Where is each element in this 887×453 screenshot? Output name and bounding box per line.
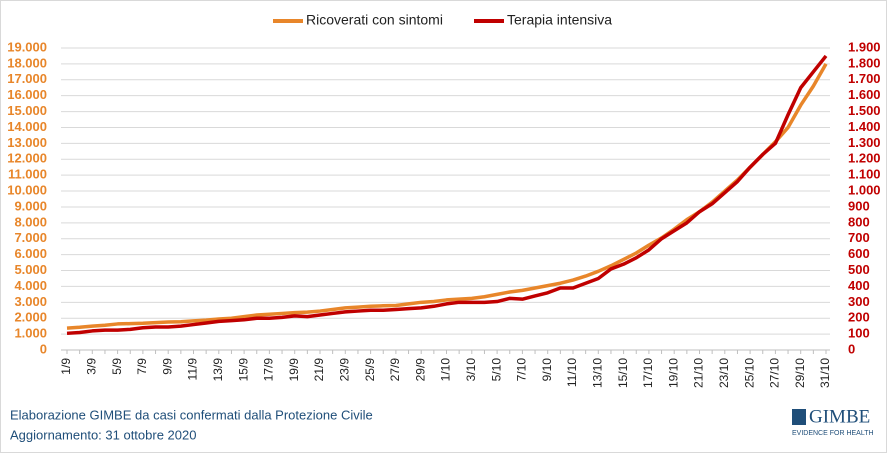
x-tick-label: 15/10 — [616, 358, 630, 388]
x-tick-label: 27/9 — [388, 358, 402, 382]
x-tick-label: 7/9 — [135, 358, 149, 375]
y-tick-label: 12.000 — [7, 151, 47, 166]
x-tick-label: 21/9 — [312, 358, 326, 382]
y-tick-label: 13.000 — [7, 135, 47, 150]
x-tick-label: 31/10 — [818, 358, 832, 388]
x-tick-label: 17/10 — [641, 358, 655, 388]
y2-tick-label: 1.500 — [848, 103, 881, 118]
y2-tick-label: 700 — [848, 230, 870, 245]
x-tick-label: 17/9 — [262, 358, 276, 382]
y2-tick-label: 1.100 — [848, 167, 881, 182]
y-tick-label: 18.000 — [7, 55, 47, 70]
y-tick-label: 2.000 — [14, 310, 47, 325]
y-tick-label: 16.000 — [7, 87, 47, 102]
legend-label: Terapia intensiva — [507, 12, 612, 28]
x-tick-label: 29/10 — [793, 358, 807, 388]
y2-tick-label: 1.000 — [848, 182, 881, 197]
y2-tick-label: 100 — [848, 326, 870, 341]
x-tick-label: 23/10 — [717, 358, 731, 388]
x-tick-label: 1/9 — [59, 358, 73, 375]
x-tick-label: 25/9 — [363, 358, 377, 382]
y2-tick-label: 400 — [848, 278, 870, 293]
x-tick-label: 9/10 — [540, 358, 554, 382]
y-tick-label: 15.000 — [7, 103, 47, 118]
y2-tick-label: 300 — [848, 294, 870, 309]
logo: GIMBE EVIDENCE FOR HEALTH — [792, 406, 874, 437]
x-tick-label: 13/10 — [590, 358, 604, 388]
logo-icon — [792, 409, 806, 425]
logo-text: GIMBE — [809, 406, 870, 427]
logo-subtext: EVIDENCE FOR HEALTH — [792, 430, 874, 437]
x-tick-label: 5/9 — [110, 358, 124, 375]
x-tick-label: 21/10 — [692, 358, 706, 388]
y-tick-label: 17.000 — [7, 71, 47, 86]
y2-tick-label: 1.400 — [848, 119, 881, 134]
x-tick-label: 23/9 — [337, 358, 351, 382]
y-tick-label: 4.000 — [14, 278, 47, 293]
y-tick-label: 9.000 — [14, 198, 47, 213]
y-tick-label: 14.000 — [7, 119, 47, 134]
y-tick-label: 6.000 — [14, 246, 47, 261]
y2-tick-label: 1.700 — [848, 71, 881, 86]
y2-tick-label: 500 — [848, 262, 870, 277]
x-tick-label: 11/10 — [565, 358, 579, 387]
y-tick-label: 0 — [40, 341, 47, 356]
x-tick-label: 3/10 — [464, 358, 478, 382]
x-tick-label: 3/9 — [84, 358, 98, 375]
x-tick-label: 1/10 — [439, 358, 453, 382]
footer-line: Aggiornamento: 31 ottobre 2020 — [10, 427, 196, 442]
x-tick-label: 5/10 — [489, 358, 503, 382]
y-tick-label: 10.000 — [7, 182, 47, 197]
y-tick-label: 3.000 — [14, 294, 47, 309]
x-tick-label: 15/9 — [236, 358, 250, 382]
x-tick-label: 7/10 — [515, 358, 529, 382]
y-tick-label: 5.000 — [14, 262, 47, 277]
y2-tick-label: 1.800 — [848, 55, 881, 70]
y-tick-label: 7.000 — [14, 230, 47, 245]
x-tick-label: 29/9 — [413, 358, 427, 382]
x-tick-label: 11/9 — [186, 358, 200, 381]
x-tick-label: 9/9 — [160, 358, 174, 375]
series-line — [66, 54, 828, 336]
x-tick-label: 13/9 — [211, 358, 225, 382]
y2-tick-label: 800 — [848, 214, 870, 229]
y2-tick-label: 0 — [848, 341, 855, 356]
y2-tick-label: 600 — [848, 246, 870, 261]
y2-tick-label: 1.300 — [848, 135, 881, 150]
x-tick-label: 27/10 — [768, 358, 782, 388]
y-tick-label: 11.000 — [8, 167, 47, 182]
x-tick-label: 25/10 — [742, 358, 756, 388]
y2-tick-label: 1.600 — [848, 87, 881, 102]
footer-line: Elaborazione GIMBE da casi confermati da… — [10, 407, 373, 422]
y-tick-label: 1.000 — [14, 326, 47, 341]
legend-label: Ricoverati con sintomi — [306, 12, 443, 28]
y-tick-label: 19.000 — [7, 39, 47, 54]
y2-tick-label: 200 — [848, 310, 870, 325]
y-tick-label: 8.000 — [14, 214, 47, 229]
y2-tick-label: 1.200 — [848, 151, 881, 166]
x-tick-label: 19/9 — [287, 358, 301, 382]
y2-tick-label: 900 — [848, 198, 870, 213]
y2-tick-label: 1.900 — [848, 39, 881, 54]
x-tick-label: 19/10 — [666, 358, 680, 388]
